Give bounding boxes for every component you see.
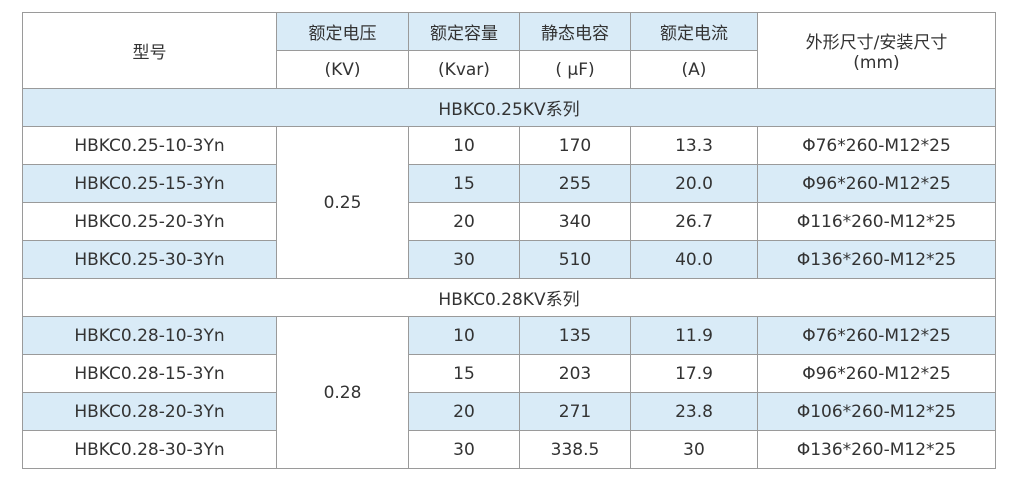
data-cell: HBKC0.28-30-3Yn <box>22 430 277 469</box>
data-cell: Φ116*260-M12*25 <box>757 202 996 241</box>
header-row: 型号 额定电压 额定容量 静态电容 额定电流 外形尺寸/安装尺寸 (mm) <box>22 12 996 89</box>
data-cell: 255 <box>519 164 631 203</box>
header-cell: 静态电容 <box>519 12 631 51</box>
unit-row: (KV) (Kvar)( μF) (A) <box>23 50 996 89</box>
data-cell: 30 <box>408 430 520 469</box>
data-cell: HBKC0.28-15-3Yn <box>22 354 277 393</box>
data-cell: 13.3 <box>630 126 758 165</box>
data-cell: HBKC0.25-15-3Yn <box>22 164 277 203</box>
data-row: HBKC0.25-20-3Yn 20 340 26.7 Φ116*260-M12*25 <box>22 202 996 241</box>
data-row: HBKC0.25-15-3Yn 15 255 20.0 Φ96*260-M12*25 <box>22 164 996 203</box>
data-cell: 203 <box>519 354 631 393</box>
data-cell: 15 <box>408 164 520 203</box>
unit-cell: ( μF) <box>519 50 631 89</box>
series-title: HBKC0.25KV系列 <box>22 88 996 127</box>
data-cell: 510 <box>519 240 631 279</box>
data-cell: HBKC0.28-10-3Yn <box>22 316 277 355</box>
data-cell: 20 <box>408 202 520 241</box>
data-cell: 338.5 <box>519 430 631 469</box>
data-cell: Φ96*260-M12*25 <box>757 164 996 203</box>
header-cell: 外形尺寸/安装尺寸 (mm) <box>757 12 996 89</box>
data-cell: 40.0 <box>630 240 758 279</box>
data-cell: Φ106*260-M12*25 <box>757 392 996 431</box>
unit-cell: (Kvar) <box>408 50 520 89</box>
data-row: HBKC0.28-30-3Yn 30 338.5 30 Φ136*260-M12*25 <box>22 430 996 469</box>
data-cell: 26.7 <box>630 202 758 241</box>
data-cell: 10 <box>408 126 520 165</box>
data-cell: HBKC0.28-20-3Yn <box>22 392 277 431</box>
voltage-cell: 0.28 <box>276 316 409 469</box>
data-cell: 11.9 <box>630 316 758 355</box>
header-unit: (mm) <box>853 53 900 73</box>
data-row: HBKC0.28-15-3Yn 15 203 17.9 Φ96*260-M12*25 <box>22 354 996 393</box>
header-name: 外形尺寸/安装尺寸 <box>805 33 948 53</box>
data-cell: Φ136*260-M12*25 <box>757 430 996 469</box>
data-cell: Φ136*260-M12*25 <box>757 240 996 279</box>
data-row: HBKC0.28-10-3Yn 0.28 10 135 11.9 Φ76*260-M12*… <box>22 316 996 469</box>
data-cell: Φ96*260-M12*25 <box>757 354 996 393</box>
data-cell: Φ76*260-M12*25 <box>757 316 996 355</box>
data-cell: 30 <box>408 240 520 279</box>
data-cell: 271 <box>519 392 631 431</box>
data-cell: 10 <box>408 316 520 355</box>
unit-cell: (A) <box>630 50 758 89</box>
data-cell: Φ76*260-M12*25 <box>757 126 996 165</box>
header-cell: 额定电流 <box>630 12 758 51</box>
data-cell: 17.9 <box>630 354 758 393</box>
data-cell: 23.8 <box>630 392 758 431</box>
data-row: HBKC0.25-10-3Yn 0.25 10 170 13.3 Φ76*260-M12*… <box>22 126 996 279</box>
voltage-cell: 0.25 <box>276 126 409 279</box>
spec-table: 型号 额定电压 额定容量 静态电容 额定电流 外形尺寸/安装尺寸 (mm) (KV) (Kvar… <box>22 12 996 469</box>
data-row: HBKC0.28-20-3Yn 20 271 23.8 Φ106*260-M12*25 <box>22 392 996 431</box>
header-cell: 额定容量 <box>408 12 520 51</box>
data-cell: 30 <box>630 430 758 469</box>
data-cell: 170 <box>519 126 631 165</box>
series-row: HBKC0.25KV系列 <box>22 88 996 127</box>
data-cell: 135 <box>519 316 631 355</box>
unit-cell: (KV) <box>276 50 409 89</box>
data-cell: HBKC0.25-20-3Yn <box>22 202 277 241</box>
series-title: HBKC0.28KV系列 <box>22 278 996 317</box>
data-cell: 20.0 <box>630 164 758 203</box>
data-cell: 20 <box>408 392 520 431</box>
data-cell: 15 <box>408 354 520 393</box>
data-cell: 340 <box>519 202 631 241</box>
header-cell: 型号 <box>22 12 277 89</box>
header-name: 型号 <box>132 43 167 63</box>
header-cell: 额定电压 <box>276 12 409 51</box>
data-row: HBKC0.25-30-3Yn 30 510 40.0 Φ136*260-M12*25 <box>22 240 996 279</box>
series-row: HBKC0.28KV系列 <box>22 278 996 317</box>
data-cell: HBKC0.25-10-3Yn <box>22 126 277 165</box>
data-cell: HBKC0.25-30-3Yn <box>22 240 277 279</box>
